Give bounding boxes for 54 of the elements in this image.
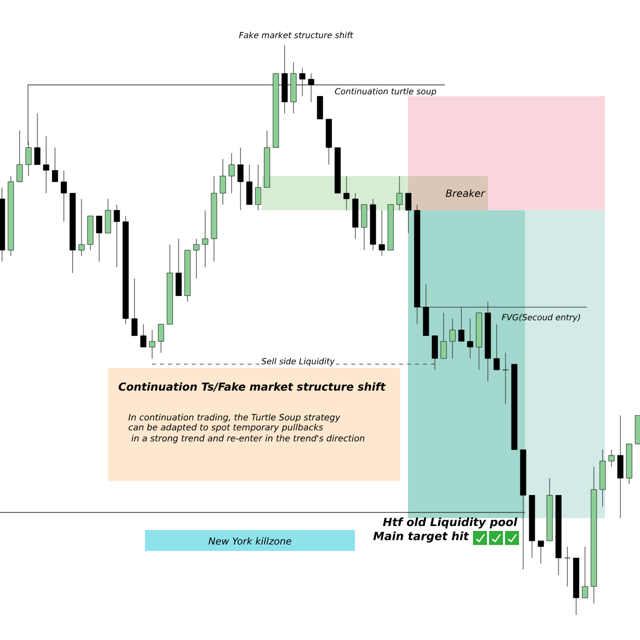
candlestick: [458, 306, 464, 342]
ref-line-label: Continuation turtle soup: [335, 88, 436, 96]
candlestick: [378, 210, 385, 256]
candlestick: [255, 164, 262, 211]
candlestick: [308, 73, 314, 102]
candlestick: [149, 330, 156, 359]
candlestick: [16, 130, 23, 182]
candlestick: [60, 170, 67, 222]
ref-line-label: Htf old Liquidity pool: [382, 517, 518, 528]
candlestick: [299, 67, 306, 97]
candlestick: [52, 147, 58, 182]
candlestick: [158, 324, 164, 354]
annotation: in a strong trend and re-enter in the trend's direction: [132, 434, 364, 444]
candlestick: [202, 210, 208, 268]
candlestick: [237, 147, 244, 211]
candlestick: [140, 324, 146, 348]
candlestick: [494, 324, 500, 370]
annotation: In continuation trading, the Turtle Soup strategy: [128, 414, 340, 422]
candlestick: [131, 278, 138, 336]
text: Fake market structure shift: [239, 32, 354, 38]
candlestick: [343, 176, 350, 211]
candlestick: [316, 96, 324, 120]
candlestick: [617, 415, 624, 518]
ref-line-label: Sell side Liquidity: [261, 358, 335, 366]
candlestick: [220, 158, 226, 205]
annotation: New York killzone: [208, 537, 292, 545]
candlestick: [440, 312, 447, 359]
candlestick: [78, 198, 85, 256]
candlestick: [25, 142, 32, 176]
candlestick: [405, 192, 412, 234]
candlestick: [43, 136, 50, 194]
annotation: Continuation Ts/Fake market structure shift: [118, 382, 386, 392]
candlestick: [449, 318, 456, 359]
ref-line-label: FVG(Secoud entry): [502, 314, 580, 322]
candlestick: [582, 546, 588, 598]
candlestick: [608, 449, 615, 468]
candlestick: [193, 238, 200, 279]
candlestick: [432, 335, 438, 370]
candlestick: [114, 204, 120, 268]
band-label: Breaker: [446, 189, 486, 198]
candlestick: [104, 198, 112, 234]
candlestick: [176, 238, 182, 296]
candlestick: [538, 540, 544, 564]
candlestick: [502, 352, 509, 404]
candlestick: [396, 176, 403, 211]
candlestick: [34, 113, 40, 165]
candlestick: [246, 164, 252, 205]
candlestick: [96, 216, 102, 262]
candlestick: [564, 546, 570, 587]
annotation: Main target hit: [373, 531, 470, 543]
candlestick: [467, 318, 474, 359]
annotation: can be adapted to spot temporary pullbacks: [128, 424, 324, 432]
candlestick: [361, 204, 368, 250]
candlestick: [228, 152, 235, 194]
